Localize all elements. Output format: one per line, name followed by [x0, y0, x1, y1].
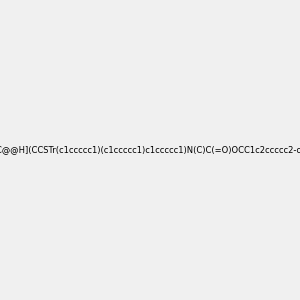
- Text: OC(=O)[C@@H](CCSTr(c1ccccc1)(c1ccccc1)c1ccccc1)N(C)C(=O)OCC1c2ccccc2-c2ccccc21: OC(=O)[C@@H](CCSTr(c1ccccc1)(c1ccccc1)c1…: [0, 146, 300, 154]
